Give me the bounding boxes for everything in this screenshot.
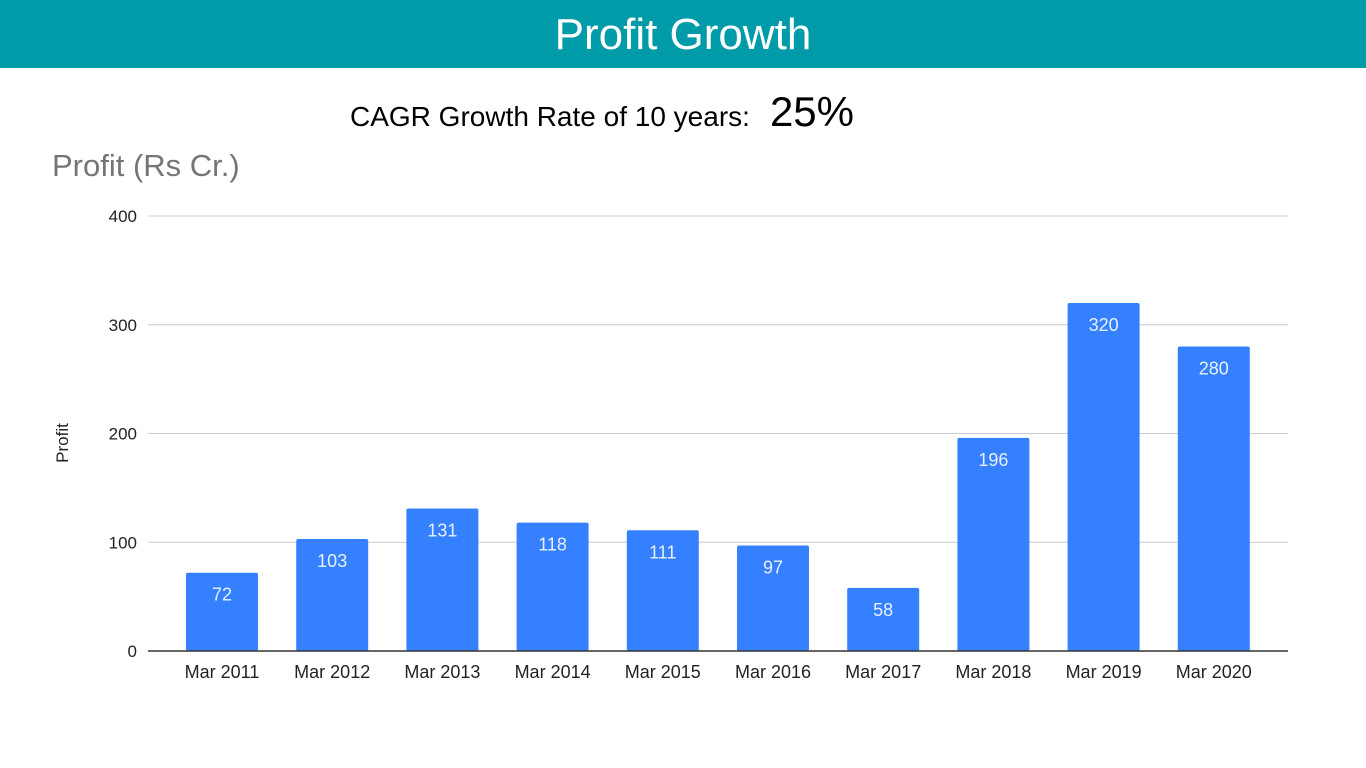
y-tick-label: 0 <box>128 642 137 661</box>
bar-mar-2015 <box>626 530 699 651</box>
cagr-value: 25% <box>769 88 854 135</box>
data-label: 111 <box>649 542 676 562</box>
bar-mar-2018 <box>957 437 1030 651</box>
data-label: 131 <box>427 521 457 541</box>
cagr-summary: CAGR Growth Rate of 10 years: 25% <box>350 88 854 136</box>
x-tick-label: Mar 2019 <box>1066 662 1142 682</box>
x-tick-label: Mar 2015 <box>625 662 701 682</box>
data-label: 58 <box>873 600 893 620</box>
x-tick-label: Mar 2012 <box>294 662 370 682</box>
x-tick-label: Mar 2013 <box>404 662 480 682</box>
cagr-label: CAGR Growth Rate of 10 years: <box>350 101 750 132</box>
data-label: 97 <box>763 558 783 578</box>
x-tick-label: Mar 2016 <box>735 662 811 682</box>
x-tick-label: Mar 2018 <box>955 662 1031 682</box>
bar-mar-2012 <box>296 538 369 651</box>
header-bar: Profit Growth <box>0 0 1366 68</box>
bar-mar-2019 <box>1067 303 1140 651</box>
bar-mar-2011 <box>186 572 258 651</box>
data-label: 320 <box>1089 315 1119 335</box>
y-tick-label: 400 <box>109 207 137 226</box>
x-tick-label: Mar 2020 <box>1176 662 1252 682</box>
page-title: Profit Growth <box>554 10 812 59</box>
y-tick-label: 200 <box>109 425 137 444</box>
data-label: 118 <box>538 535 567 555</box>
bar-mar-2017 <box>847 587 920 651</box>
chart-title: Profit (Rs Cr.) <box>52 148 240 183</box>
data-label: 103 <box>317 551 347 571</box>
x-tick-label: Mar 2017 <box>845 662 921 682</box>
data-label: 280 <box>1199 359 1229 379</box>
bar-mar-2016 <box>737 545 809 651</box>
data-label: 72 <box>212 585 232 605</box>
bar-mar-2020 <box>1177 346 1250 651</box>
bar-mar-2013 <box>406 508 479 651</box>
x-tick-label: Mar 2014 <box>515 662 591 682</box>
y-tick-label: 100 <box>109 533 137 552</box>
y-tick-label: 300 <box>109 316 137 335</box>
bar-mar-2014 <box>516 522 589 651</box>
y-axis-label: Profit <box>53 423 72 463</box>
x-tick-label: Mar 2011 <box>185 662 260 682</box>
data-label: 196 <box>978 450 1008 470</box>
